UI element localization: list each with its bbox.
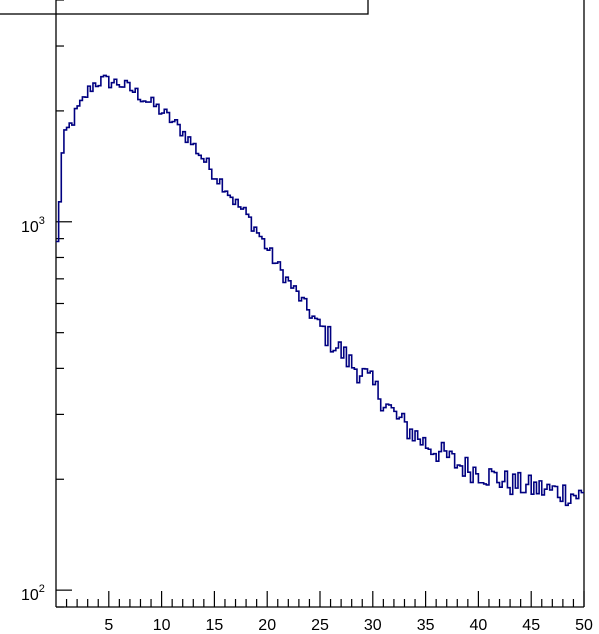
x-tick-label: 40: [470, 617, 488, 634]
x-tick-labels: 5 10 15 20 25 30 35 40 45 50: [104, 617, 593, 634]
x-tick-label: 15: [206, 617, 224, 634]
x-tick-label: 35: [417, 617, 435, 634]
x-tick-label: 30: [364, 617, 382, 634]
x-ticks: [65, 591, 585, 607]
stats-box: [0, 0, 369, 15]
histogram-series-line: [56, 74, 584, 507]
x-tick-label: 50: [575, 617, 593, 634]
y-tick-labels: 102 103: [21, 215, 45, 604]
x-tick-label: 20: [258, 617, 276, 634]
y-tick-label: 102: [21, 583, 45, 604]
x-tick-label: 25: [311, 617, 329, 634]
x-tick-label: 45: [522, 617, 540, 634]
x-tick-label: 5: [104, 617, 113, 634]
x-tick-label: 10: [153, 617, 171, 634]
y-tick-label: 103: [21, 215, 45, 236]
y-ticks: [56, 0, 72, 608]
